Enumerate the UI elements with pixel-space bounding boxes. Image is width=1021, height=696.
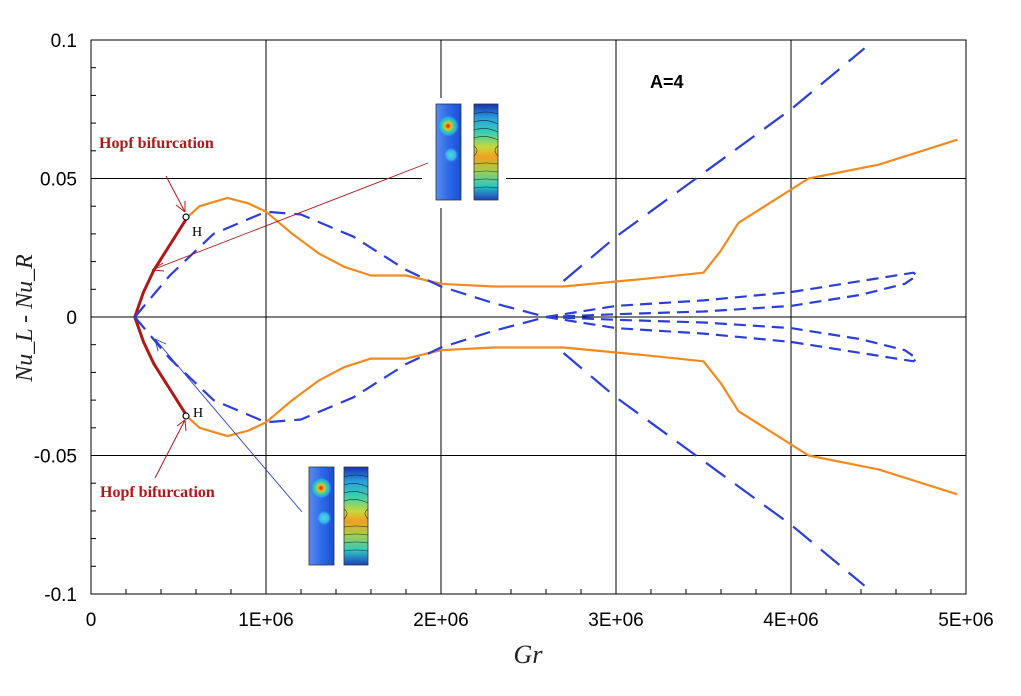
y-tick-label: -0.05 xyxy=(34,447,77,468)
series-line-stable-lower xyxy=(133,316,189,418)
hopf-arrow-lower xyxy=(154,419,186,479)
hopf-arrowhead-lower xyxy=(176,419,187,432)
x-tick-label: 1E+06 xyxy=(238,610,293,631)
hopf-label-upper: Hopf bifurcation xyxy=(99,135,214,152)
h-marker-label-lower: H xyxy=(193,406,203,421)
hopf-point-upper xyxy=(182,213,190,221)
parameter-label: A=4 xyxy=(650,72,684,92)
y-tick-label: 0.05 xyxy=(40,170,77,191)
series-line-dashed-short-lower xyxy=(133,315,547,424)
inset-upper-vortex-primary xyxy=(437,115,459,137)
x-tick-label: 0 xyxy=(86,610,97,631)
grid-lines xyxy=(90,39,967,595)
series-line-dashed-loop-lower xyxy=(545,315,919,363)
x-tick-label: 4E+06 xyxy=(763,610,818,631)
pointer-line-upper xyxy=(151,162,429,271)
tick-labels: 0 1E+06 2E+06 3E+06 4E+06 5E+06 0.1 0.05 0 -0.05 -… xyxy=(34,31,994,631)
x-tick-label: 3E+06 xyxy=(588,610,643,631)
inset-lower-vortex-secondary xyxy=(316,510,332,526)
inset-lower xyxy=(295,460,381,572)
y-tick-label: 0.1 xyxy=(51,31,77,52)
series-line-dashed-long-lower xyxy=(562,352,866,587)
x-tick-label: 2E+06 xyxy=(413,610,468,631)
y-axis-title: Nu_L - Nu_R xyxy=(12,254,38,383)
hopf-arrow-upper xyxy=(165,175,186,213)
inset-lower-vortex-primary xyxy=(310,477,332,499)
inset-upper-temperature-panel xyxy=(473,103,499,201)
hopf-arrowhead-upper xyxy=(175,201,186,213)
x-tick-label: 5E+06 xyxy=(938,610,993,631)
pointer-line-lower xyxy=(154,338,303,513)
series-line-orange-outer-lower xyxy=(186,346,958,496)
h-marker-label-upper: H xyxy=(192,225,202,240)
pointer-arrowhead-lower xyxy=(154,338,167,352)
pointer-arrowhead-upper xyxy=(151,262,165,272)
inset-upper-vortex-secondary xyxy=(443,147,459,163)
y-tick-label: 0 xyxy=(66,308,77,329)
axis-tick-marks xyxy=(90,39,967,595)
series-line-dashed-long-upper xyxy=(562,47,866,282)
pointer-lines xyxy=(151,162,429,513)
series-line-stable-upper xyxy=(133,216,189,318)
y-tick-label: -0.1 xyxy=(44,585,77,606)
hopf-label-lower: Hopf bifurcation xyxy=(100,484,215,501)
series-line-orange-outer-upper xyxy=(186,138,958,288)
series-line-dashed-loop-upper xyxy=(545,271,919,319)
x-axis-title: Gr xyxy=(514,640,544,669)
hopf-point-lower xyxy=(182,412,190,420)
inset-upper xyxy=(422,98,506,208)
